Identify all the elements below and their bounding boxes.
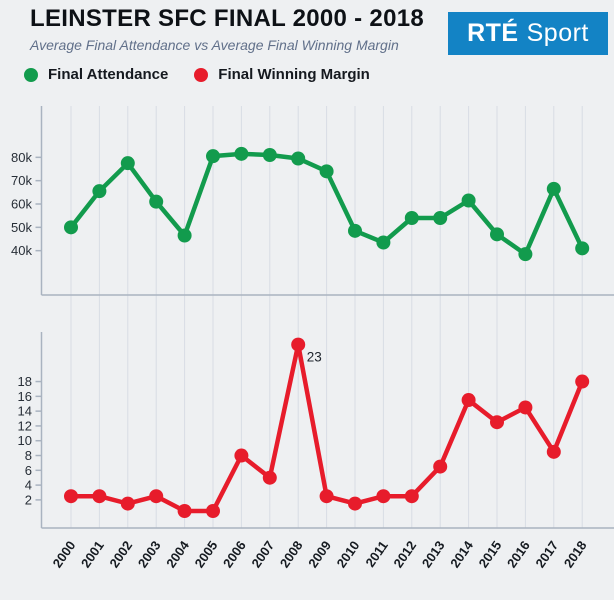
data-point-attendance [64, 220, 78, 235]
data-point-attendance [262, 148, 277, 162]
x-axis-year-label: 2016 [504, 538, 533, 570]
data-point-margin [291, 337, 306, 352]
y-tick-label: 60k [11, 197, 32, 212]
y-tick-label: 12 [18, 418, 32, 433]
data-point-attendance [177, 228, 192, 243]
x-axis-year-label: 2012 [390, 538, 419, 570]
rte-sport-logo: RTÉ Sport [448, 12, 608, 55]
y-tick-label: 50k [11, 220, 32, 235]
data-point-attendance [120, 156, 135, 171]
logo-product-text: Sport [526, 19, 589, 47]
page-title: LEINSTER SFC FINAL 2000 - 2018 [30, 5, 425, 32]
data-point-margin [348, 496, 362, 511]
data-point-margin [64, 489, 78, 504]
data-point-margin [404, 489, 419, 504]
data-point-attendance [149, 194, 164, 209]
data-point-attendance [433, 211, 448, 225]
data-point-attendance [518, 247, 533, 262]
data-point-attendance [206, 149, 220, 164]
x-axis-year-label: 2014 [447, 537, 476, 570]
x-axis-year-label: 2008 [277, 538, 306, 570]
y-tick-label: 16 [18, 389, 32, 404]
data-point-attendance [376, 235, 391, 250]
data-point-attendance [291, 151, 306, 166]
x-axis-year-label: 2011 [362, 538, 390, 570]
x-axis-year-label: 2005 [192, 538, 221, 570]
data-point-attendance [92, 184, 107, 199]
data-point-margin [92, 489, 107, 504]
y-tick-label: 10 [18, 433, 32, 448]
data-point-attendance [348, 223, 362, 238]
data-point-margin [433, 459, 448, 474]
y-tick-label: 8 [25, 448, 32, 463]
legend-item-margin: Final Winning Margin [194, 66, 370, 83]
logo-brand-text: RTÉ [467, 19, 519, 47]
x-axis-year-label: 2003 [135, 538, 164, 570]
data-point-margin [518, 400, 533, 415]
x-axis-year-label: 2000 [50, 538, 79, 570]
data-point-attendance [319, 164, 334, 179]
y-tick-label: 70k [11, 173, 32, 188]
y-tick-label: 14 [18, 404, 32, 419]
x-axis-year-label: 2006 [220, 538, 249, 570]
y-tick-label: 80k [11, 150, 32, 165]
x-axis-year-label: 2013 [419, 538, 448, 570]
x-axis-year-label: 2001 [78, 538, 107, 570]
y-tick-label: 4 [25, 478, 32, 493]
page-subtitle: Average Final Attendance vs Average Fina… [30, 37, 399, 53]
data-point-margin [120, 496, 135, 511]
data-point-attendance [490, 227, 504, 242]
margin-marker-icon [194, 67, 209, 82]
data-point-margin [234, 448, 249, 463]
data-point-attendance [575, 241, 590, 256]
data-point-margin [206, 503, 220, 518]
y-tick-label: 40k [11, 243, 32, 258]
x-axis-year-label: 2009 [305, 538, 334, 570]
x-axis-year-label: 2018 [561, 538, 590, 570]
x-axis-year-label: 2002 [106, 538, 135, 570]
y-tick-label: 18 [18, 374, 32, 389]
data-point-attendance [234, 146, 249, 161]
data-point-margin [490, 415, 504, 430]
data-point-margin [575, 374, 590, 389]
x-axis-year-label: 2010 [334, 538, 363, 570]
y-tick-label: 6 [25, 463, 32, 478]
legend-label-attendance: Final Attendance [48, 66, 169, 83]
data-point-attendance [404, 211, 419, 225]
data-point-margin [461, 393, 476, 408]
data-point-margin [319, 489, 334, 504]
data-point-attendance [546, 181, 561, 196]
y-tick-label: 2 [25, 492, 32, 507]
data-point-margin [376, 489, 391, 504]
x-axis-year-label: 2015 [476, 538, 505, 570]
x-axis-year-label: 2017 [532, 538, 561, 570]
x-axis-year-label: 2007 [248, 538, 277, 570]
data-point-margin [262, 470, 277, 485]
data-point-margin [546, 444, 561, 459]
data-point-margin [149, 489, 164, 504]
chart-legend: Final Attendance Final Winning Margin [24, 66, 370, 83]
data-point-attendance [461, 193, 476, 208]
legend-item-attendance: Final Attendance [24, 66, 168, 83]
x-axis-year-label: 2004 [163, 537, 192, 570]
legend-label-margin: Final Winning Margin [218, 66, 370, 83]
attendance-marker-icon [24, 67, 38, 82]
peak-annotation: 23 [307, 350, 322, 365]
data-point-margin [177, 503, 192, 518]
